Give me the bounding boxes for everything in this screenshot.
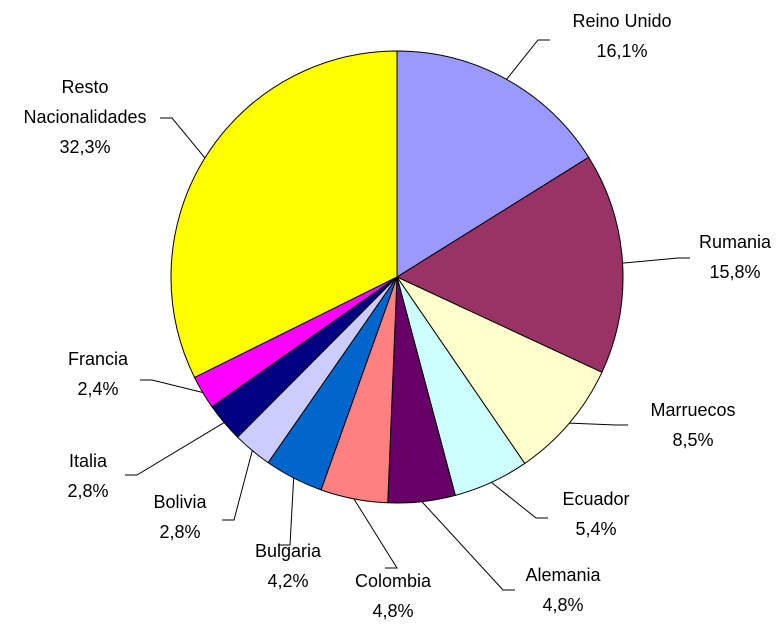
value-label: 2,8% (67, 481, 108, 501)
value-label: 15,8% (709, 262, 760, 282)
category-label: Bulgaria (255, 541, 322, 561)
leader-line (125, 422, 225, 476)
value-label: 2,4% (77, 379, 118, 399)
value-label: 4,2% (267, 571, 308, 591)
pie-slice (396, 50, 590, 278)
category-label: Colombia (355, 571, 432, 591)
leader-line (421, 501, 515, 591)
category-label: Rumania (699, 232, 772, 252)
value-label: 4,8% (542, 595, 583, 615)
category-label: Ecuador (562, 489, 629, 509)
value-label: 2,8% (159, 522, 200, 542)
category-label: Italia (69, 451, 108, 471)
leader-line (160, 117, 206, 159)
value-label: 5,4% (575, 519, 616, 539)
leader-line (222, 450, 253, 521)
category-label: Resto Nacionalidades (23, 77, 146, 127)
leader-line (140, 379, 203, 393)
value-label: 4,8% (372, 601, 413, 621)
pie-slice (170, 50, 398, 379)
leader-line (569, 422, 628, 426)
category-label: Bolivia (153, 492, 207, 512)
value-label: 32,3% (59, 137, 110, 157)
category-label: Alemania (525, 565, 601, 585)
leader-line (278, 477, 295, 546)
leader-line (622, 257, 690, 264)
category-label: Reino Unido (572, 11, 671, 31)
category-label: Marruecos (650, 400, 735, 420)
category-label: Francia (68, 349, 129, 369)
leader-line (491, 481, 548, 519)
value-label: 8,5% (672, 430, 713, 450)
leader-line (353, 498, 398, 569)
value-label: 16,1% (596, 41, 647, 61)
leader-line (506, 39, 550, 80)
